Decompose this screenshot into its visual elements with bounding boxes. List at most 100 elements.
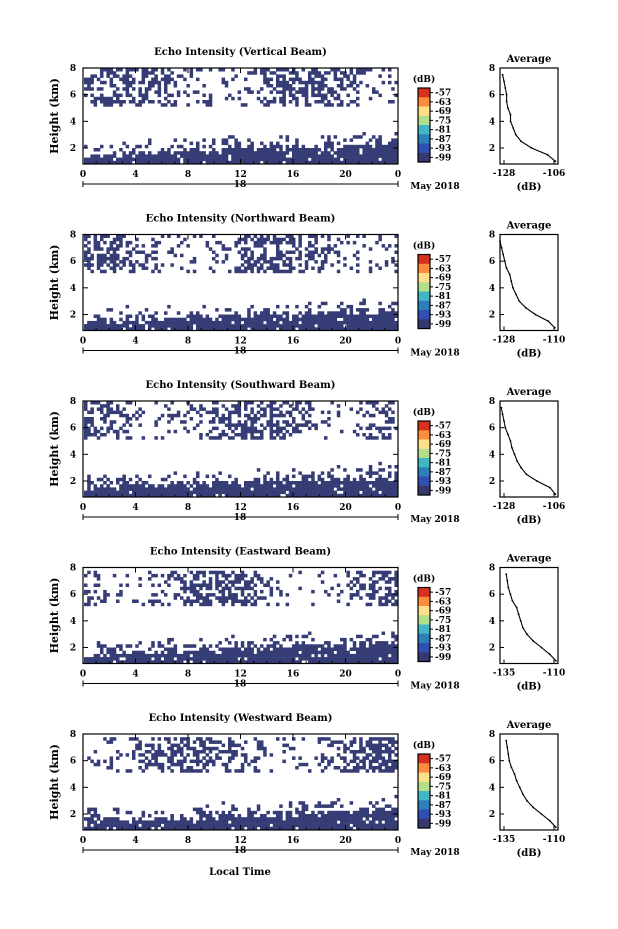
echo-cell	[356, 96, 360, 101]
echo-cell	[279, 653, 283, 658]
echo-cell	[352, 253, 357, 258]
echo-cell	[336, 593, 341, 597]
echo-cell	[240, 762, 245, 767]
echo-cell	[311, 817, 315, 821]
echo-cell	[260, 141, 264, 146]
echo-cell	[282, 653, 286, 658]
echo-cell	[391, 100, 395, 104]
echo-cell	[96, 759, 101, 764]
echo-cell	[170, 493, 174, 498]
echo-cell	[164, 96, 168, 101]
echo-cell	[317, 324, 322, 328]
echo-cell	[276, 324, 280, 328]
echo-cell	[253, 660, 258, 664]
echo-cell	[260, 650, 264, 655]
echo-cell	[317, 487, 322, 491]
echo-cell	[218, 417, 222, 421]
echo-cell	[304, 814, 309, 818]
echo-cell	[202, 317, 206, 322]
echo-cell	[196, 490, 200, 495]
echo-cell	[196, 90, 200, 94]
echo-cell	[372, 471, 376, 475]
echo-cell	[240, 423, 245, 427]
echo-cell	[192, 769, 197, 773]
echo-cell	[356, 317, 360, 322]
echo-cell	[330, 481, 334, 485]
echo-cell	[362, 647, 366, 651]
echo-cell	[356, 410, 360, 415]
echo-cell	[237, 650, 242, 655]
echo-cell	[240, 103, 245, 107]
echo-cell	[381, 644, 386, 648]
echo-cell	[282, 90, 286, 94]
echo-cell	[224, 484, 229, 488]
echo-cell	[144, 826, 149, 831]
echo-cell	[362, 583, 366, 587]
echo-cell	[103, 589, 107, 594]
echo-cell	[93, 314, 98, 318]
echo-cell	[173, 151, 178, 155]
echo-cell	[384, 570, 389, 575]
echo-cell	[180, 737, 184, 741]
echo-cell	[381, 570, 386, 575]
echo-cell	[247, 413, 251, 418]
echo-cell	[148, 759, 152, 764]
echo-cell	[384, 647, 389, 651]
echo-cell	[327, 100, 331, 104]
echo-cell	[128, 826, 133, 831]
echo-cell	[346, 573, 350, 578]
echo-cell	[394, 311, 398, 315]
echo-cell	[298, 586, 302, 591]
echo-cell	[212, 407, 216, 411]
echo-cell	[237, 769, 242, 773]
echo-cell	[391, 493, 395, 498]
echo-cell	[84, 160, 88, 165]
echo-cell	[244, 148, 248, 152]
echo-cell	[240, 148, 245, 152]
echo-cell	[381, 426, 386, 431]
echo-cell	[272, 826, 277, 831]
echo-cell	[199, 750, 203, 754]
echo-cell	[247, 320, 251, 325]
echo-cell	[208, 650, 213, 655]
echo-cell	[304, 263, 309, 267]
echo-cell	[170, 753, 174, 757]
echo-cell	[368, 641, 373, 645]
echo-cell	[84, 401, 88, 405]
echo-cell	[298, 570, 302, 575]
echo-cell	[298, 410, 302, 415]
echo-cell	[160, 660, 165, 664]
echo-cell	[109, 823, 114, 828]
echo-cell	[138, 151, 142, 155]
echo-cell	[202, 596, 206, 600]
echo-cell	[215, 157, 219, 162]
echo-cell	[116, 100, 120, 104]
profile-y-tick-label: 2	[489, 311, 495, 321]
echo-cell	[381, 481, 386, 485]
echo-cell	[247, 247, 251, 251]
echo-cell	[282, 324, 286, 328]
echo-cell	[330, 93, 334, 98]
echo-cell	[279, 96, 283, 101]
echo-cell	[224, 493, 229, 498]
echo-cell	[208, 160, 213, 165]
echo-cell	[378, 266, 382, 270]
echo-cell	[132, 817, 136, 821]
echo-cell	[269, 484, 274, 488]
echo-cell	[298, 263, 302, 267]
echo-cell	[167, 250, 171, 254]
echo-cell	[378, 474, 382, 479]
echo-cell	[311, 324, 315, 328]
echo-cell	[151, 244, 155, 248]
echo-cell	[263, 490, 267, 495]
echo-cell	[237, 144, 242, 149]
echo-cell	[301, 87, 306, 91]
echo-cell	[301, 493, 306, 498]
echo-cell	[170, 484, 174, 488]
echo-cell	[359, 740, 363, 744]
echo-cell	[154, 250, 158, 254]
echo-cell	[122, 490, 126, 495]
echo-cell	[375, 436, 379, 440]
x-tick-label: 4	[132, 337, 138, 347]
echo-cell	[282, 743, 286, 748]
